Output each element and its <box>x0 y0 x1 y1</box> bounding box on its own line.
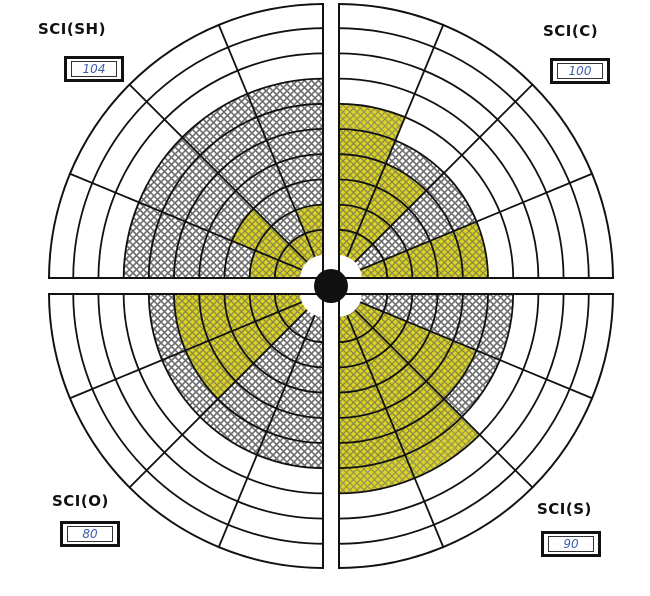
quadrant-o <box>48 293 324 569</box>
spoke-o-3 <box>217 314 316 549</box>
spoke-o-1 <box>68 301 303 400</box>
score-sci-o: 80 <box>67 526 113 542</box>
score-sector-sh-4 <box>249 250 302 279</box>
score-sci-c: 100 <box>557 63 603 79</box>
spoke-s-2 <box>354 309 534 489</box>
spoke-o-2 <box>128 309 308 489</box>
score-sector-c-4 <box>338 103 406 257</box>
label-sci-o: SCI(O) <box>52 492 109 510</box>
spoke-c-2 <box>354 83 534 263</box>
score-sector-sh-1 <box>295 204 324 257</box>
spoke-c-3 <box>346 23 445 258</box>
spoke-sh-1 <box>217 23 316 258</box>
quadrant-s <box>338 293 614 569</box>
score-sci-sh: 104 <box>71 61 117 77</box>
score-sci-s: 90 <box>548 536 594 552</box>
spoke-sh-2 <box>128 83 308 263</box>
label-sci-s: SCI(S) <box>537 500 592 518</box>
spoke-c-1 <box>359 172 594 271</box>
score-sector-s-3 <box>354 302 477 400</box>
score-box-sci-sh: 104 <box>64 56 124 82</box>
quadrant-c <box>338 3 614 279</box>
score-sector-sh-2 <box>289 233 315 263</box>
score-box-sci-c: 100 <box>550 58 610 84</box>
score-sector-s-2 <box>347 309 480 479</box>
score-sector-sh-3 <box>231 208 308 270</box>
score-box-sci-o: 80 <box>60 521 120 547</box>
quadrant-sh <box>48 3 324 279</box>
score-sector-o-2 <box>185 302 308 400</box>
spoke-sh-3 <box>68 172 303 271</box>
label-sci-c: SCI(C) <box>543 22 599 40</box>
score-box-sci-s: 90 <box>541 531 601 557</box>
spoke-s-1 <box>346 314 445 549</box>
score-sector-c-3 <box>347 163 427 263</box>
center-dot <box>314 269 348 303</box>
score-sector-s-1 <box>338 315 415 494</box>
spoke-s-3 <box>359 301 594 400</box>
label-sci-sh: SCI(SH) <box>38 20 106 38</box>
